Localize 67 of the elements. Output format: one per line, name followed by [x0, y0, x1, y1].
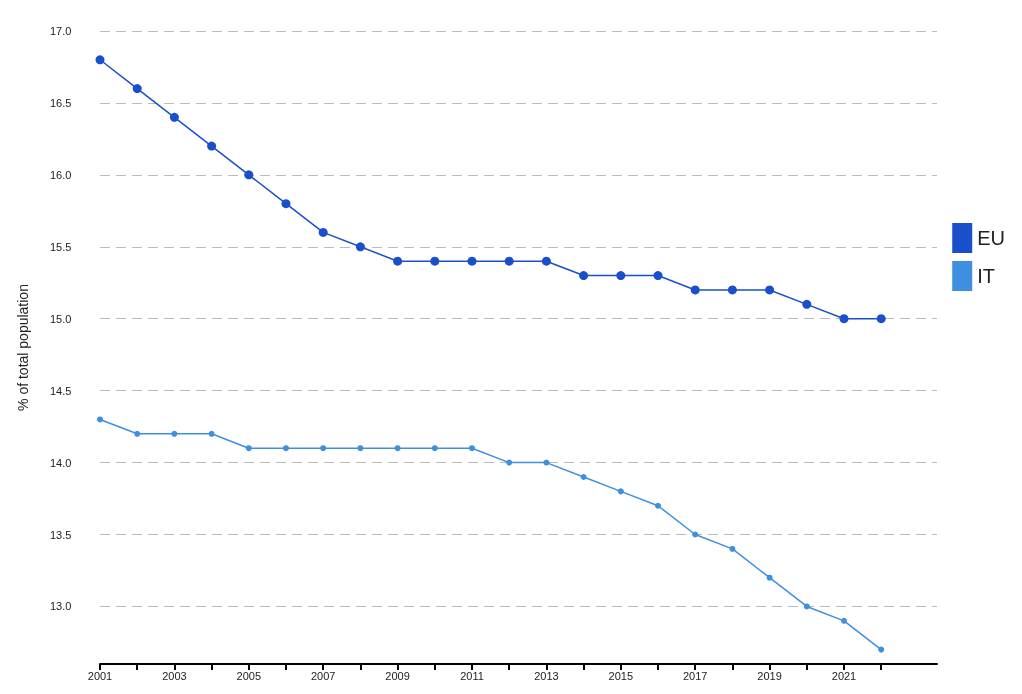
x-tick-label: 2011	[460, 669, 484, 682]
point	[357, 445, 364, 452]
point	[580, 473, 587, 480]
x-tick-label: 2017	[682, 669, 708, 682]
y-axis-title: % of total population	[15, 284, 31, 411]
point	[97, 416, 103, 423]
y-tick-label: 14.5	[50, 384, 72, 397]
point	[803, 603, 810, 610]
x-tick-label: 2005	[236, 669, 262, 682]
point	[430, 256, 440, 266]
point	[467, 256, 477, 266]
y-tick-label: 16.0	[50, 168, 72, 181]
point	[765, 285, 775, 295]
point	[208, 430, 215, 437]
y-tick-label: 13.5	[50, 528, 72, 541]
x-tick-label: 2001	[87, 669, 113, 682]
point	[802, 299, 812, 309]
x-tick-label: 2007	[310, 669, 336, 682]
point	[617, 488, 624, 495]
point	[690, 285, 700, 295]
y-tick-label: 16.5	[50, 96, 72, 109]
x-tick-label: 2003	[162, 669, 187, 682]
point	[320, 445, 327, 452]
point	[655, 502, 661, 509]
point	[245, 445, 252, 452]
point	[766, 574, 773, 581]
x-tick-label: 2015	[608, 669, 634, 682]
point	[841, 617, 847, 624]
x-tick-label: 2009	[385, 669, 410, 682]
point	[244, 170, 254, 180]
point	[171, 430, 178, 437]
point	[394, 445, 401, 452]
point	[616, 271, 626, 281]
y-tick-label: 14.0	[50, 456, 72, 469]
point	[504, 256, 514, 266]
point	[729, 545, 736, 552]
point	[431, 445, 438, 452]
x-tick-label: 2013	[534, 669, 559, 682]
point	[579, 271, 589, 281]
point	[393, 256, 403, 266]
point	[506, 459, 513, 466]
point	[318, 227, 328, 237]
x-tick-label: 2019	[757, 669, 782, 682]
point	[132, 84, 142, 94]
point	[876, 314, 886, 324]
point	[653, 271, 663, 281]
point	[95, 55, 105, 65]
legend-label: EU	[977, 227, 1006, 249]
point	[727, 285, 737, 295]
point	[839, 314, 849, 324]
point	[543, 459, 550, 466]
y-tick-label: 15.0	[50, 312, 72, 325]
point	[134, 430, 141, 437]
point	[692, 531, 699, 538]
y-tick-label: 17.0	[50, 25, 72, 37]
point	[207, 141, 217, 151]
point	[541, 256, 551, 266]
point	[878, 646, 885, 653]
y-tick-label: 15.5	[50, 240, 72, 253]
point	[283, 445, 289, 452]
x-tick-label: 2021	[831, 669, 857, 682]
point	[281, 199, 291, 209]
y-tick-label: 13.0	[50, 600, 72, 613]
point	[355, 242, 365, 252]
point	[469, 445, 475, 452]
point	[169, 112, 179, 122]
legend-label: IT	[977, 265, 995, 287]
